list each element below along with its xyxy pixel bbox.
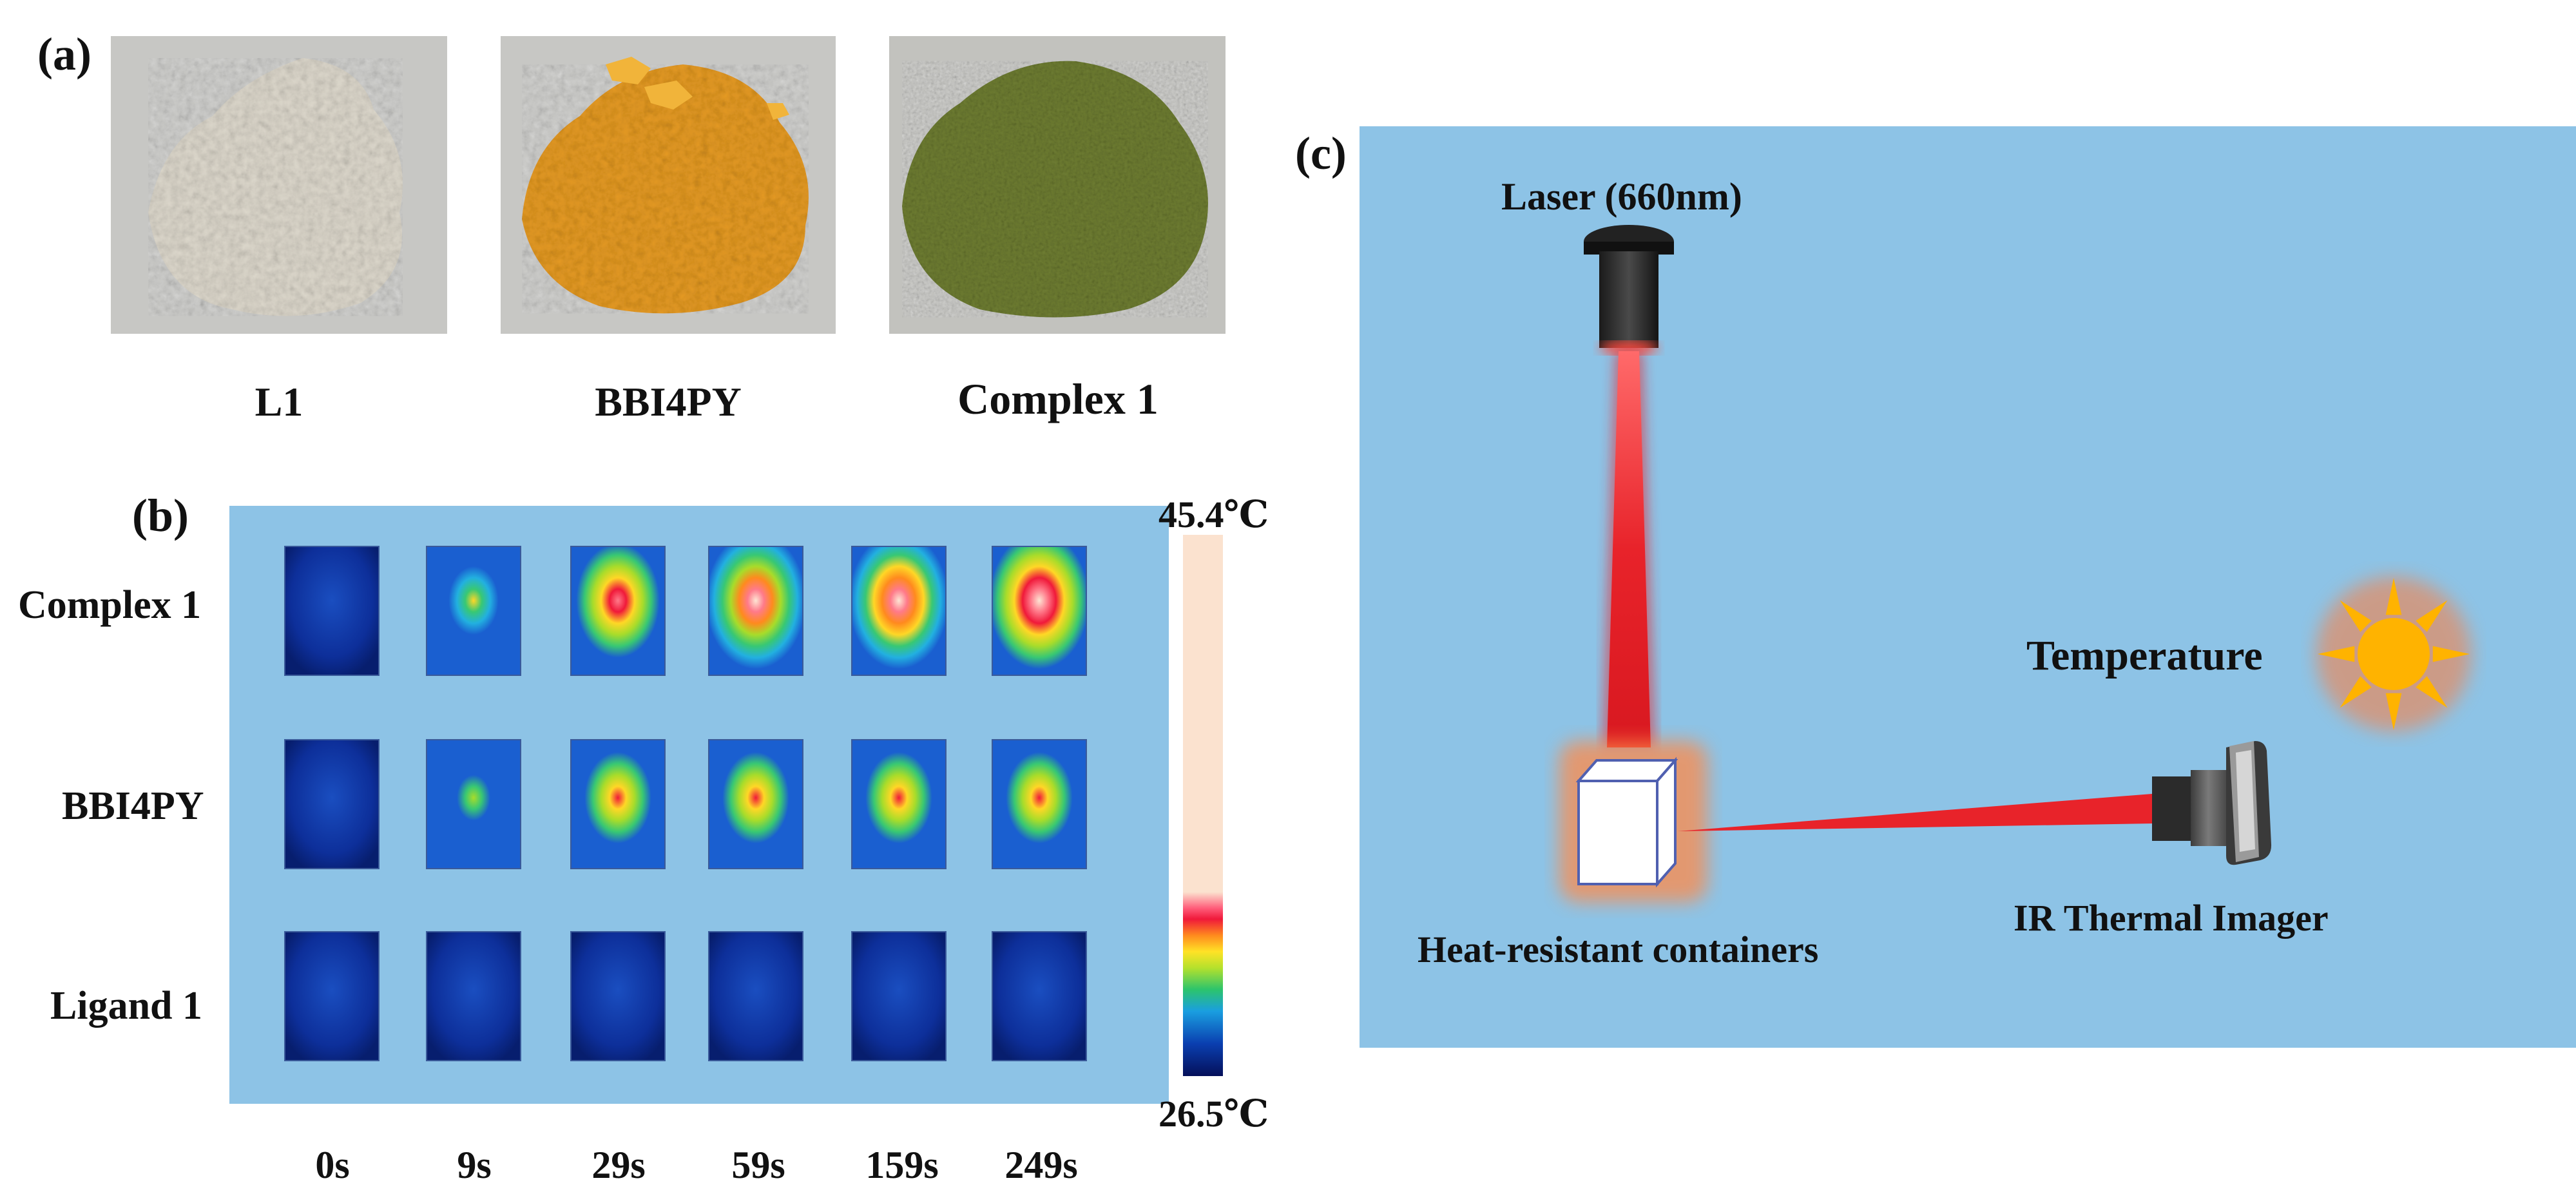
sun-ray — [2318, 646, 2355, 662]
laser-label: Laser (660nm) — [1501, 175, 1742, 218]
time-label-9s: 9s — [457, 1144, 492, 1186]
row-label-ligand1: Ligand 1 — [50, 984, 203, 1028]
imager-label: IR Thermal Imager — [2014, 897, 2329, 939]
thermal-cell — [851, 546, 947, 676]
time-label-29s: 29s — [591, 1144, 646, 1186]
powder-pile — [522, 64, 809, 314]
panel-c-letter: (c) — [1295, 128, 1347, 179]
thermal-cell — [284, 546, 380, 676]
sun-disc — [2358, 618, 2430, 690]
crystal-chunks — [606, 57, 789, 120]
ir-beam — [1678, 794, 2152, 831]
row-label-complex1: Complex 1 — [18, 583, 202, 627]
photo-caption-l1: L1 — [255, 379, 303, 425]
thermal-cell — [570, 931, 666, 1061]
thermal-cell — [708, 739, 803, 869]
thermal-cell — [426, 931, 521, 1061]
time-label-249s: 249s — [1004, 1144, 1078, 1186]
panel-b-letter: (b) — [132, 490, 189, 541]
thermal-cell — [284, 739, 380, 869]
photo-l1 — [111, 36, 447, 334]
photo-caption-bbi4py: BBI4PY — [595, 379, 742, 425]
temperature-label: Temperature — [2026, 632, 2263, 679]
thermal-cell — [992, 739, 1087, 869]
sun-ray — [2432, 646, 2470, 662]
photo-caption-complex1: Complex 1 — [957, 374, 1158, 423]
laser-icon — [1584, 225, 1674, 354]
sun-ray — [2416, 676, 2448, 708]
photo-bbi4py — [501, 36, 836, 334]
thermal-cell — [570, 546, 666, 676]
thermal-cell — [426, 546, 521, 676]
sun-icon — [2316, 577, 2471, 731]
laser-beam — [1607, 351, 1651, 747]
temperature-scale-bar — [1183, 535, 1223, 1076]
container-label: Heat-resistant containers — [1418, 929, 1819, 970]
thermal-cell — [708, 931, 803, 1061]
scale-min-label: 26.5℃ — [1158, 1093, 1269, 1135]
sun-ray — [2416, 600, 2448, 632]
panel-a-letter: (a) — [37, 28, 91, 80]
photo-complex1 — [889, 36, 1226, 334]
thermal-cell — [992, 546, 1087, 676]
thermal-cell — [570, 739, 666, 869]
thermal-cell — [851, 931, 947, 1061]
row-label-bbi4py: BBI4PY — [62, 784, 204, 828]
powder-pile — [148, 58, 403, 316]
sun-ray — [2385, 693, 2402, 730]
time-label-59s: 59s — [731, 1144, 785, 1186]
time-label-159s: 159s — [865, 1144, 939, 1186]
scale-max-label: 45.4℃ — [1158, 494, 1269, 535]
ir-imager-icon — [2152, 741, 2272, 865]
thermal-cell — [992, 931, 1087, 1061]
thermal-cell — [426, 739, 521, 869]
thermal-cells — [284, 546, 1087, 1061]
sun-ray — [2340, 676, 2372, 708]
thermal-cell — [851, 739, 947, 869]
sun-ray — [2385, 578, 2402, 615]
container-icon — [1559, 741, 1707, 902]
sun-ray — [2340, 600, 2372, 632]
thermal-cell — [708, 546, 803, 676]
thermal-cell — [284, 931, 380, 1061]
powder-pile — [902, 61, 1208, 318]
time-label-0s: 0s — [315, 1144, 350, 1186]
